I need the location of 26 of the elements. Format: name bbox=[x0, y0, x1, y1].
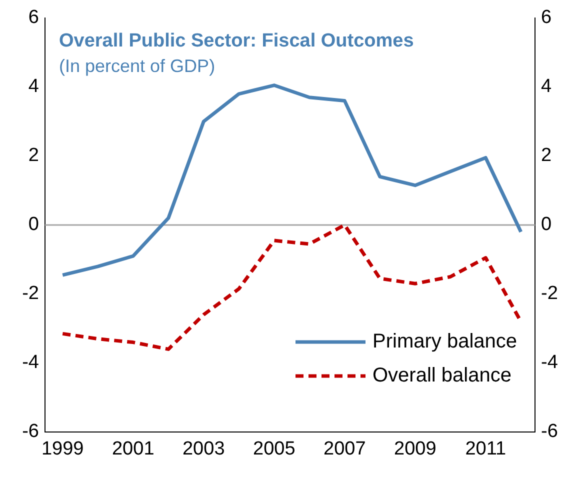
y2-tick-label: 4 bbox=[541, 76, 552, 98]
x-tick-label: 2011 bbox=[465, 438, 506, 460]
text: Overall Public Sector: Fiscal Outcomes bbox=[59, 30, 414, 52]
legend-label: Overall balance bbox=[372, 364, 512, 387]
x-tick-label: 2001 bbox=[112, 438, 154, 460]
text: (In percent of GDP) bbox=[59, 56, 216, 76]
y-tick-label: 4 bbox=[28, 76, 40, 98]
y-tick-label: -2 bbox=[22, 283, 39, 304]
x-tick-label: 2007 bbox=[324, 438, 366, 460]
y-tick-label: 0 bbox=[28, 214, 39, 236]
y2-tick-label: -4 bbox=[541, 352, 558, 374]
x-tick-label: 1999 bbox=[41, 438, 84, 460]
y-tick-label: -4 bbox=[22, 352, 40, 374]
y2-tick-label: 6 bbox=[541, 7, 552, 28]
y-tick-label: 6 bbox=[28, 7, 39, 28]
y-tick-label: -6 bbox=[22, 421, 39, 442]
x-tick-label: 2003 bbox=[182, 438, 225, 460]
legend-label: Primary balance bbox=[372, 330, 518, 353]
x-tick-label: 2009 bbox=[394, 438, 436, 460]
y2-tick-label: -6 bbox=[541, 421, 558, 442]
y-tick-label: 2 bbox=[28, 145, 39, 166]
line-series bbox=[60, 223, 523, 351]
y2-tick-label: 0 bbox=[541, 214, 552, 236]
y2-tick-label: -2 bbox=[541, 283, 558, 304]
x-tick-label: 2005 bbox=[252, 438, 296, 460]
y2-tick-label: 2 bbox=[541, 145, 552, 166]
